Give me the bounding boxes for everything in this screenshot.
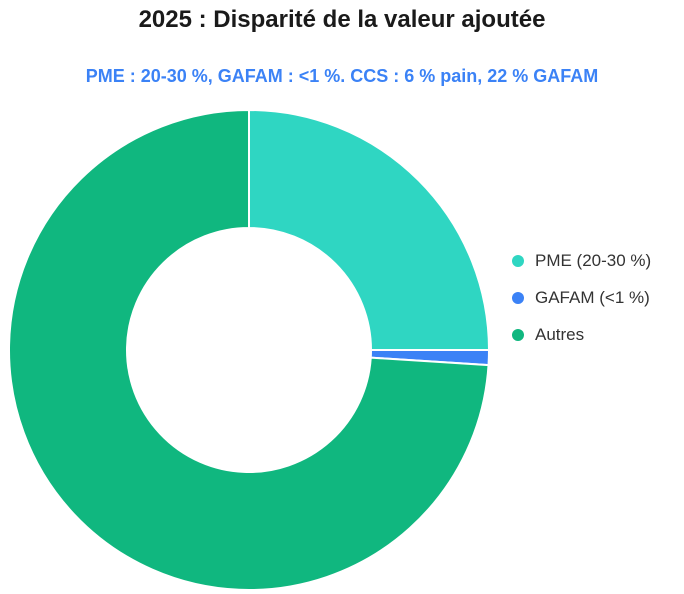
legend-label: PME (20-30 %) — [535, 251, 652, 270]
chart-subtitle: PME : 20-30 %, GAFAM : <1 %. CCS : 6 % p… — [85, 66, 599, 86]
chart-title: 2025 : Disparité de la valeur ajoutée — [138, 6, 546, 33]
legend-swatch — [512, 255, 524, 267]
donut-slice-1 — [248, 108, 491, 351]
donut-slice-3 — [8, 108, 490, 591]
legend-swatch — [512, 292, 524, 304]
legend-label: GAFAM (<1 %) — [535, 288, 650, 307]
legend-item-2[interactable]: GAFAM (<1 %) — [512, 288, 680, 307]
chart-legend: PME (20-30 %) GAFAM (<1 %) Autres — [512, 251, 680, 363]
legend-label: Autres — [535, 325, 585, 344]
legend-item-3[interactable]: Autres — [512, 325, 680, 344]
legend-swatch — [512, 329, 524, 341]
legend-item-1[interactable]: PME (20-30 %) — [512, 251, 680, 270]
